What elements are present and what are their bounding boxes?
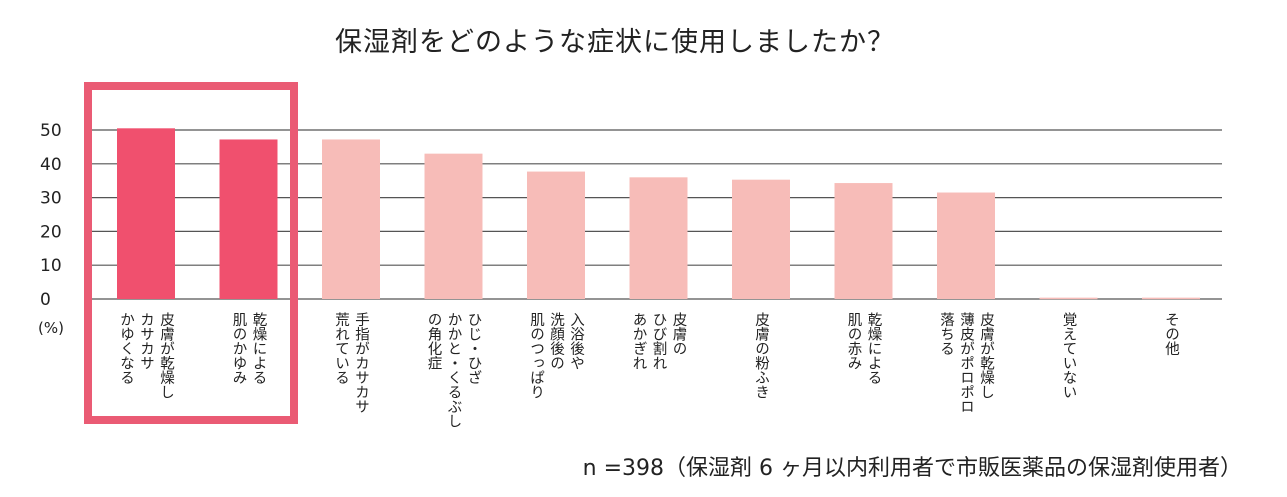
y-axis-unit: (%): [38, 319, 64, 337]
category-label: かかと・くるぶし: [446, 312, 462, 429]
category-label: 洗顔後の: [548, 312, 564, 370]
category-label: あかぎれ: [631, 312, 647, 370]
category-label: 肌の赤み: [846, 312, 862, 371]
category-label: ひび割れ: [651, 312, 667, 370]
category-label: 乾燥による: [866, 312, 882, 385]
category-label: 薄皮がポロポロ: [958, 312, 974, 414]
bars: [117, 128, 1200, 300]
category-label: 肌のつっぱり: [528, 312, 544, 400]
bar: [834, 183, 893, 299]
bar: [527, 171, 585, 299]
category-label: 乾燥による: [251, 312, 267, 385]
category-label: 皮膚の: [671, 312, 687, 356]
y-tick-label: 40: [40, 155, 62, 175]
category-label: 落ちる: [938, 312, 954, 356]
category-label: その他: [1163, 312, 1179, 357]
bar: [732, 179, 790, 299]
category-label: 覚えていない: [1061, 312, 1077, 399]
category-label: の角化症: [426, 312, 442, 370]
y-tick-label: 20: [40, 222, 62, 242]
bar: [117, 128, 175, 299]
y-tick-label: 10: [40, 256, 62, 276]
category-label: かゆくなる: [118, 312, 134, 385]
bar: [629, 177, 688, 299]
bar: [322, 139, 380, 299]
category-label: 肌のかゆみ: [231, 312, 247, 385]
category-label: カサカサ: [138, 312, 154, 370]
bar: [1142, 297, 1200, 300]
category-label: 入浴後や: [568, 312, 584, 370]
highlight-box: [84, 82, 298, 424]
category-label: ひじ・ひざ: [466, 312, 482, 385]
bar: [219, 139, 278, 299]
bar: [1039, 297, 1098, 300]
chart-title: 保湿剤をどのような症状に使用しましたか？: [335, 27, 895, 58]
category-label: 手指がカサカサ: [353, 312, 369, 414]
y-tick-label: 30: [40, 189, 62, 209]
category-label: 皮膚の粉ふき: [753, 312, 769, 400]
y-tick-labels: 0 10 20 30 40 50: [40, 121, 62, 310]
sample-note: n =398（保湿剤 6 ヶ月以内利用者で市販医薬品の保湿剤使用者）: [582, 456, 1242, 481]
bar: [424, 153, 483, 299]
bar: [937, 192, 995, 299]
category-label: 荒れている: [333, 312, 349, 385]
category-label: 皮膚が乾燥し: [978, 312, 994, 400]
category-label: 皮膚が乾燥し: [158, 312, 174, 400]
y-tick-label: 50: [40, 121, 62, 141]
y-tick-label: 0: [40, 290, 51, 310]
